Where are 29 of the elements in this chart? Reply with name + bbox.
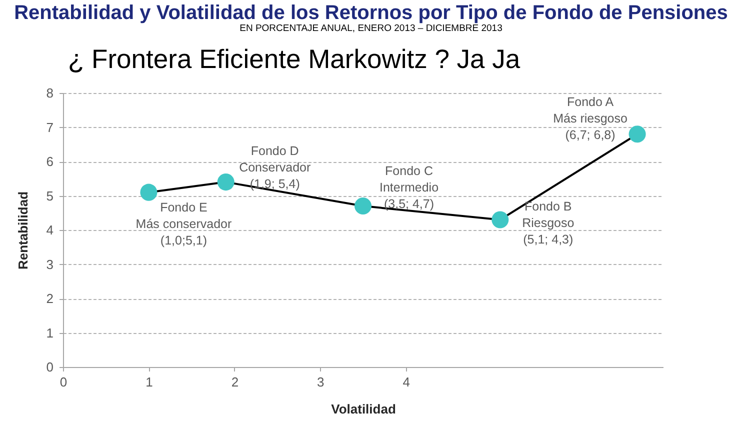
y-axis-title: Rentabilidad [15,191,30,270]
y-tick-label: 7 [46,120,54,135]
annotation: Fondo C Intermedio (3,5; 4,7) [379,164,439,212]
y-tick-label: 2 [46,291,54,306]
x-tick-label: 4 [402,374,410,390]
point [217,174,234,191]
y-tick-label: 0 [46,360,54,374]
y-tick-label: 5 [46,188,54,204]
x-tick-label: 1 [146,374,153,390]
point [492,211,509,228]
annotation: Fondo B Riesgoso (5,1; 4,3) [522,200,574,247]
chart-subtitle: EN PORCENTAJE ANUAL, ENERO 2013 – DICIEMBRE 2013 [240,23,502,34]
y-tick-label: 4 [46,222,54,238]
x-tick-label: 2 [231,374,239,390]
point [140,184,158,201]
y-tick-label: 3 [46,256,54,272]
y-tick-label: 6 [46,154,54,169]
y-tick-label: 1 [46,325,54,340]
text: ¿ Frontera Eficiente Markowitz ? Ja Ja [68,44,520,74]
annotation: Fondo E Más conservador (1,0;5,1) [136,200,232,248]
x-tick-label: 3 [317,374,324,390]
point [628,126,646,143]
x-tick-label: 0 [60,374,68,390]
chart-title: Rentabilidad y Volatilidad de los Retornos por Tipo de Fondo de Pensiones [14,2,728,24]
point [354,198,372,215]
y-tick-label: 8 [46,86,54,100]
annotation: Fondo D Conservador (1,9; 5,4) [239,144,311,192]
x-axis-title: Volatilidad [331,402,396,416]
annotation: Fondo A Más riesgoso (6,7; 6,8) [553,95,628,142]
